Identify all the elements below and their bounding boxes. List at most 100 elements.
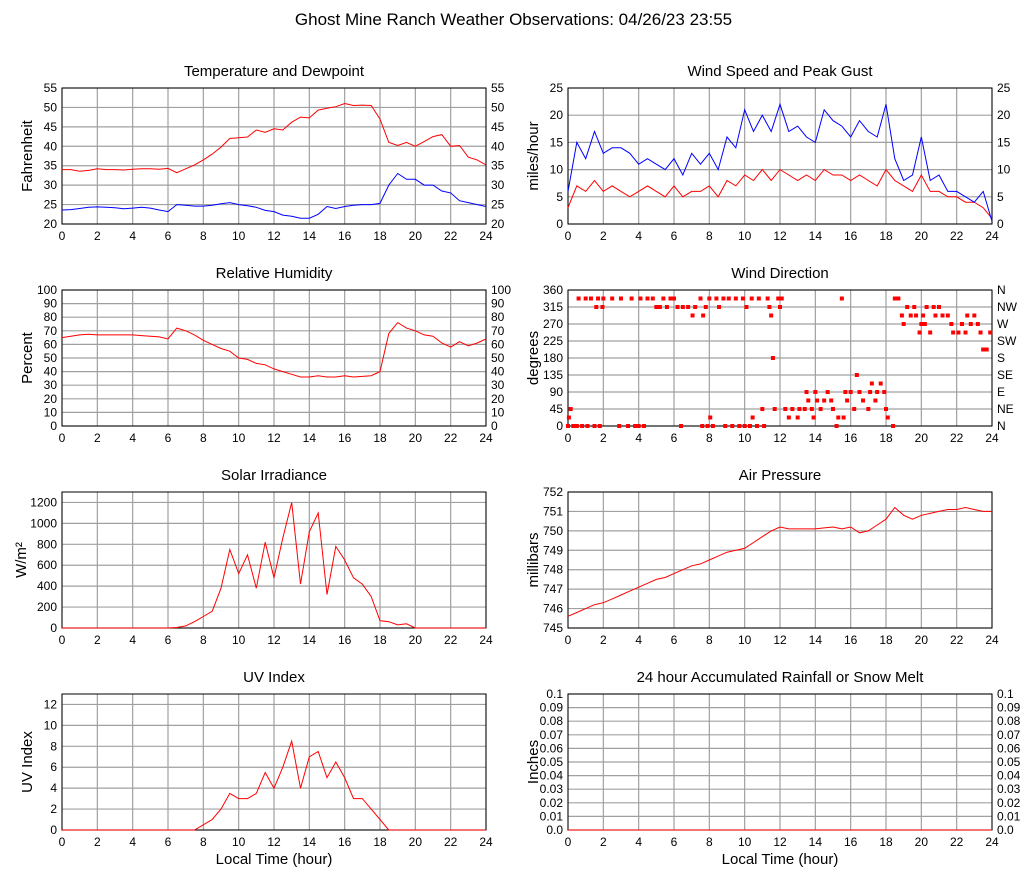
x-tick-label: 18 — [373, 229, 387, 243]
x-tick-label: 14 — [809, 431, 823, 445]
plot-frame — [567, 491, 993, 629]
x-tick-label: 16 — [844, 633, 858, 647]
x-tick-label: 4 — [129, 431, 136, 445]
x-tick-label: 0 — [59, 633, 66, 647]
x-tick-label: 10 — [738, 633, 752, 647]
plot-frame — [567, 87, 993, 225]
x-tick-label: 22 — [950, 229, 964, 243]
x-tick-label: 20 — [915, 633, 929, 647]
y-tick-label: 35 — [44, 159, 58, 173]
right-tick-label: N — [997, 419, 1006, 433]
right-tick-label: 10 — [491, 405, 505, 419]
y-tick-label: 2 — [50, 802, 57, 816]
data-point — [965, 313, 970, 318]
data-point — [756, 296, 761, 301]
data-point — [723, 424, 728, 428]
y-tick-label: 10 — [44, 405, 58, 419]
data-point — [912, 305, 917, 309]
data-point — [959, 322, 964, 326]
x-tick-label: 22 — [444, 431, 458, 445]
data-point — [740, 296, 745, 301]
data-point — [626, 424, 631, 428]
data-point — [698, 296, 703, 301]
right-tick-label: 50 — [491, 351, 505, 365]
data-point — [891, 424, 896, 428]
y-tick-label: 70 — [44, 324, 58, 338]
right-tick-label: 0.05 — [997, 755, 1021, 769]
x-tick-label: 14 — [809, 633, 823, 647]
right-tick-label: 25 — [491, 198, 505, 212]
main-title: Ghost Mine Ranch Weather Observations: 0… — [294, 10, 733, 29]
x-tick-label: 2 — [94, 835, 101, 849]
data-point — [813, 390, 818, 394]
y-tick-label: 400 — [37, 579, 57, 593]
data-point — [765, 296, 770, 301]
data-point — [841, 415, 846, 420]
data-point — [737, 424, 742, 428]
x-tick-label: 8 — [200, 633, 207, 647]
x-tick-label: 0 — [565, 835, 572, 849]
y-tick-label: 90 — [550, 385, 564, 399]
y-tick-label: 748 — [543, 563, 563, 577]
x-tick-label: 10 — [232, 835, 246, 849]
data-point — [610, 296, 615, 301]
y-tick-label: 20 — [44, 217, 58, 231]
y-tick-label: 747 — [543, 582, 563, 596]
data-point — [866, 407, 871, 411]
data-point — [708, 415, 713, 420]
data-point — [594, 305, 599, 309]
y-tick-label: 5 — [556, 190, 563, 204]
right-tick-label: SE — [997, 368, 1013, 382]
x-tick-label: 18 — [879, 431, 893, 445]
right-tick-label: 0.04 — [997, 769, 1021, 783]
x-tick-label: 18 — [879, 633, 893, 647]
data-point — [776, 296, 781, 301]
data-point — [585, 424, 590, 428]
data-point — [680, 305, 685, 309]
data-point — [742, 424, 747, 428]
right-tick-label: NW — [997, 300, 1018, 314]
y-tick-label: 0.07 — [540, 728, 564, 742]
y-tick-label: 45 — [44, 120, 58, 134]
x-tick-label: 8 — [706, 633, 713, 647]
data-point — [822, 398, 827, 403]
right-tick-label: 30 — [491, 178, 505, 192]
data-point — [815, 398, 820, 403]
data-point — [908, 313, 913, 318]
y-tick-label: 800 — [37, 537, 57, 551]
y-tick-label: 0.05 — [540, 755, 564, 769]
x-tick-label: 16 — [338, 229, 352, 243]
x-tick-label: 10 — [738, 431, 752, 445]
data-point — [797, 407, 802, 411]
data-point — [778, 305, 782, 309]
x-tick-label: 6 — [671, 633, 678, 647]
x-tick-label: 18 — [879, 229, 893, 243]
data-point — [843, 390, 848, 394]
data-point — [571, 424, 576, 428]
y-tick-label: 0 — [556, 419, 563, 433]
data-point — [845, 398, 850, 403]
right-tick-label: 0.1 — [997, 687, 1014, 701]
x-tick-label: 12 — [267, 835, 281, 849]
y-tick-label: 20 — [550, 108, 564, 122]
y-tick-label: 746 — [543, 602, 563, 616]
data-point — [760, 407, 765, 411]
x-tick-label: 22 — [444, 229, 458, 243]
data-point — [829, 398, 834, 403]
right-tick-label: 15 — [997, 135, 1011, 149]
x-tick-label: 22 — [950, 633, 964, 647]
data-point — [825, 390, 830, 394]
y-tick-label: 0.08 — [540, 714, 564, 728]
data-point — [657, 305, 662, 309]
right-tick-label: N — [997, 283, 1006, 297]
y-tick-label: 45 — [550, 402, 564, 416]
x-tick-label: 4 — [129, 835, 136, 849]
data-point — [885, 415, 890, 420]
x-tick-label: 6 — [671, 431, 678, 445]
right-tick-label: S — [997, 351, 1005, 365]
data-point — [744, 305, 749, 309]
data-point — [641, 424, 646, 428]
data-point — [710, 424, 715, 428]
data-point — [638, 296, 643, 301]
